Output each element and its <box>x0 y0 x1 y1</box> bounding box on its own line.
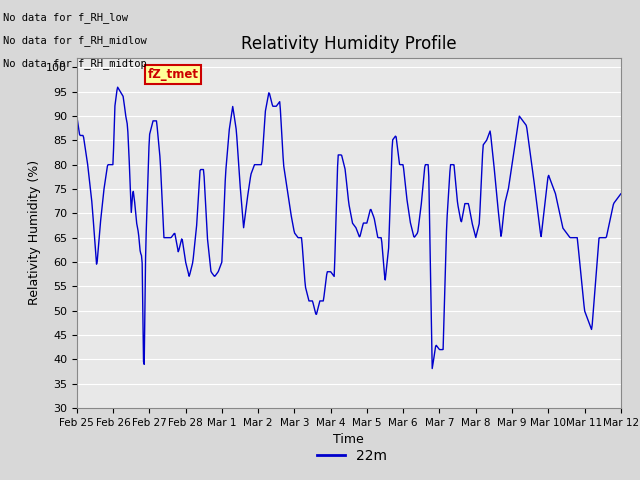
X-axis label: Time: Time <box>333 433 364 446</box>
Text: fZ_tmet: fZ_tmet <box>147 68 198 81</box>
Text: No data for f_RH_midtop: No data for f_RH_midtop <box>3 58 147 69</box>
Y-axis label: Relativity Humidity (%): Relativity Humidity (%) <box>28 160 40 305</box>
Title: Relativity Humidity Profile: Relativity Humidity Profile <box>241 35 456 53</box>
Text: No data for f_RH_midlow: No data for f_RH_midlow <box>3 35 147 46</box>
Legend: 22m: 22m <box>312 443 392 468</box>
Text: No data for f_RH_low: No data for f_RH_low <box>3 12 128 23</box>
